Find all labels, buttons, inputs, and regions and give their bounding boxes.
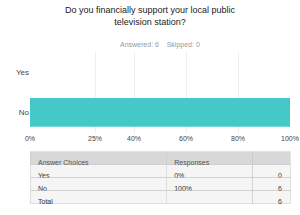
svg-text:Answered: 6 Skipped: 0: Answered: 6 Skipped: 0 [120,41,200,49]
svg-text:40%: 40% [127,135,141,142]
svg-text:Responses: Responses [174,159,210,167]
svg-text:0%: 0% [25,135,35,142]
svg-text:No: No [19,108,30,117]
svg-text:6: 6 [278,185,282,193]
svg-text:100%: 100% [281,135,299,142]
svg-text:25%: 25% [88,135,102,142]
svg-text:100%: 100% [174,185,193,193]
svg-text:0%: 0% [174,172,185,180]
svg-text:6: 6 [278,198,282,205]
svg-text:80%: 80% [231,135,245,142]
svg-text:Do you financially support you: Do you financially support your local pu… [65,5,236,27]
svg-text:Yes: Yes [16,68,29,77]
svg-text:No: No [38,185,47,193]
svg-text:60%: 60% [179,135,193,142]
svg-text:Total: Total [38,198,53,205]
svg-text:Yes: Yes [38,172,50,180]
svg-text:Answer Choices: Answer Choices [38,159,89,166]
svg-text:0: 0 [278,172,282,180]
